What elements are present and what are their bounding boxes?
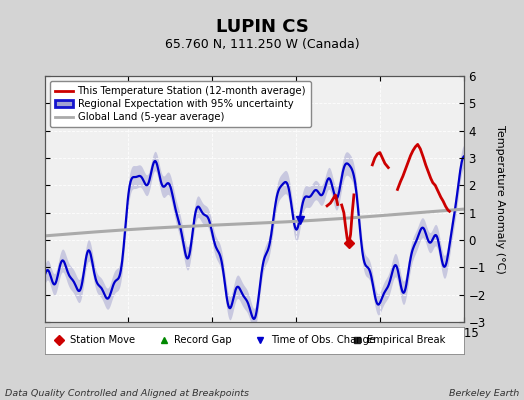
Text: 65.760 N, 111.250 W (Canada): 65.760 N, 111.250 W (Canada) [165,38,359,51]
Text: Data Quality Controlled and Aligned at Breakpoints: Data Quality Controlled and Aligned at B… [5,389,249,398]
Text: LUPIN CS: LUPIN CS [215,18,309,36]
Y-axis label: Temperature Anomaly (°C): Temperature Anomaly (°C) [495,125,506,273]
Text: Berkeley Earth: Berkeley Earth [449,389,519,398]
Text: Empirical Break: Empirical Break [367,335,446,345]
Legend: This Temperature Station (12-month average), Regional Expectation with 95% uncer: This Temperature Station (12-month avera… [50,81,311,127]
Text: Time of Obs. Change: Time of Obs. Change [271,335,375,345]
Text: Record Gap: Record Gap [174,335,232,345]
Text: Station Move: Station Move [70,335,135,345]
